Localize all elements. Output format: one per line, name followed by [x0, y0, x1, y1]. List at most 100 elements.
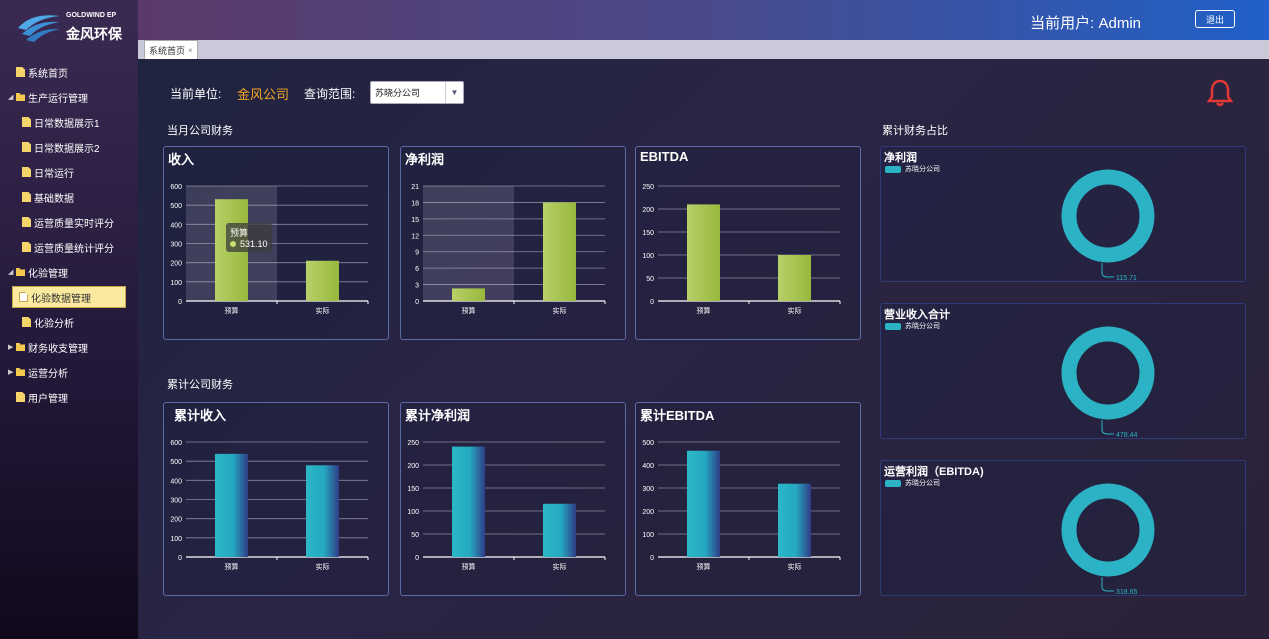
bar-chart-panel: 累计EBITDA 0 100 200 300 400 500 预算 实际: [635, 402, 861, 596]
chevron-down-icon[interactable]: ◢: [8, 94, 14, 101]
chevron-right-icon[interactable]: ▶: [8, 344, 14, 351]
bar-chart: 0 3 6 9 12 15 18 21 预算 实际: [411, 184, 606, 315]
y-tick-label: 3: [415, 283, 419, 290]
bar[interactable]: [778, 255, 811, 301]
sidebar-item-0[interactable]: 系统首页: [0, 61, 138, 83]
folder-icon: [16, 268, 25, 276]
y-tick-label: 0: [415, 299, 419, 306]
chart-title: 净利润: [405, 152, 445, 167]
hover-highlight: [423, 186, 514, 301]
folder-icon: [16, 93, 25, 101]
sidebar-item-6[interactable]: 运营质量实时评分: [0, 211, 138, 233]
chart-title: EBITDA: [640, 149, 689, 164]
sidebar-item-1[interactable]: ◢ 生产运行管理: [0, 86, 138, 108]
document-icon: [22, 242, 31, 252]
y-tick-label: 100: [170, 536, 182, 543]
tooltip-value: 531.10: [240, 239, 268, 249]
chart-title: 营业收入合计: [884, 309, 950, 321]
y-tick-label: 600: [170, 440, 182, 447]
label-leader-line: [1101, 420, 1114, 435]
bar-chart-panel: 收入 0 100 200 300 400 500 600 预算 实际 预算 531.10: [163, 146, 389, 340]
bar-chart: 0 50 100 150 200 250 预算 实际: [407, 440, 606, 571]
y-tick-label: 300: [642, 486, 654, 493]
legend-label: 苏晓分公司: [905, 166, 940, 173]
x-tick-label: 实际: [788, 306, 802, 315]
y-tick-label: 200: [407, 463, 419, 470]
sidebar-item-8[interactable]: ◢ 化验管理: [0, 261, 138, 283]
chart-title: 累计EBITDA: [640, 408, 715, 423]
bar[interactable]: [687, 450, 720, 557]
y-tick-label: 400: [170, 478, 182, 485]
bar[interactable]: [543, 503, 576, 557]
chart-legend[interactable]: 苏晓分公司: [885, 164, 940, 174]
y-tick-label: 500: [170, 459, 182, 466]
brand-logo: GOLDWIND EP 金风环保: [16, 10, 136, 50]
bar[interactable]: [778, 483, 811, 557]
sidebar-item-7[interactable]: 运营质量统计评分: [0, 236, 138, 258]
tab-bar: 系统首页 ×: [138, 40, 1269, 59]
sidebar-item-11[interactable]: ▶ 财务收支管理: [0, 336, 138, 358]
sidebar-item-label: 基础数据: [34, 193, 74, 205]
chart-title: 累计收入: [174, 408, 227, 423]
y-tick-label: 12: [411, 233, 419, 240]
tab-home-label: 系统首页: [149, 45, 186, 56]
bar[interactable]: [543, 202, 576, 301]
y-tick-label: 600: [170, 184, 182, 191]
range-select[interactable]: 苏晓分公司 ▼: [370, 81, 464, 104]
sidebar-item-9[interactable]: 化验数据管理: [12, 286, 126, 308]
bar[interactable]: [452, 446, 485, 557]
donut-slice[interactable]: [1061, 326, 1155, 420]
y-tick-label: 400: [642, 463, 654, 470]
donut-slice[interactable]: [1061, 169, 1155, 263]
sidebar-item-4[interactable]: 日常运行: [0, 161, 138, 183]
sidebar-item-label: 生产运行管理: [28, 93, 88, 105]
sidebar-item-10[interactable]: 化验分析: [0, 311, 138, 333]
sidebar-item-label: 化验分析: [34, 318, 74, 330]
chevron-down-icon[interactable]: ▼: [445, 82, 463, 103]
brand-name-cn: 金风环保: [66, 26, 122, 42]
bell-icon[interactable]: [1207, 79, 1233, 107]
legend-swatch: [885, 479, 901, 487]
bar[interactable]: [452, 288, 485, 301]
chevron-down-icon[interactable]: ◢: [8, 269, 14, 276]
x-tick-label: 实际: [316, 562, 330, 571]
sidebar-item-2[interactable]: 日常数据展示1: [0, 111, 138, 133]
donut-slice[interactable]: [1061, 483, 1155, 577]
x-tick-label: 预算: [462, 562, 476, 571]
tab-home[interactable]: 系统首页 ×: [144, 40, 198, 59]
legend-label: 苏晓分公司: [905, 480, 940, 487]
y-tick-label: 50: [411, 532, 419, 539]
sidebar-item-12[interactable]: ▶ 运营分析: [0, 361, 138, 383]
bar[interactable]: [306, 260, 339, 301]
chevron-right-icon[interactable]: ▶: [8, 369, 14, 376]
y-tick-label: 0: [415, 555, 419, 562]
y-tick-label: 0: [178, 299, 182, 306]
sidebar-item-5[interactable]: 基础数据: [0, 186, 138, 208]
bar[interactable]: [306, 465, 339, 557]
logout-button[interactable]: 退出: [1195, 10, 1235, 28]
sidebar-item-3[interactable]: 日常数据展示2: [0, 136, 138, 158]
sidebar-item-label: 系统首页: [28, 68, 68, 80]
bar[interactable]: [687, 204, 720, 301]
sidebar-item-13[interactable]: 用户管理: [0, 386, 138, 408]
bar[interactable]: [215, 453, 248, 557]
sidebar-item-label: 用户管理: [28, 393, 68, 405]
sidebar-item-label: 运营质量统计评分: [34, 243, 114, 255]
sidebar-item-label: 运营分析: [28, 368, 68, 380]
chart-title: 运营利润（EBITDA): [884, 466, 984, 478]
tab-close-icon[interactable]: ×: [188, 45, 193, 55]
y-tick-label: 200: [642, 509, 654, 516]
legend-swatch: [885, 322, 901, 330]
chart-legend[interactable]: 苏晓分公司: [885, 478, 940, 488]
section-title-cumulative: 累计公司财务: [167, 379, 233, 391]
bar-chart-panel: EBITDA 0 50 100 150 200 250 预算 实际: [635, 146, 861, 340]
bar-chart-panel: 净利润 0 3 6 9 12 15 18 21 预算 实际: [400, 146, 626, 340]
chart-title: 累计净利润: [405, 408, 471, 423]
brand-name-en: GOLDWIND EP: [66, 12, 117, 19]
document-icon: [19, 292, 28, 302]
unit-label: 当前单位:: [170, 87, 222, 101]
bar-chart-panel: 累计收入 0 100 200 300 400 500 600 预算 实际: [163, 402, 389, 596]
chart-legend[interactable]: 苏晓分公司: [885, 321, 940, 331]
top-header: 当前用户: Admin 退出: [138, 0, 1269, 40]
y-tick-label: 9: [415, 250, 419, 257]
